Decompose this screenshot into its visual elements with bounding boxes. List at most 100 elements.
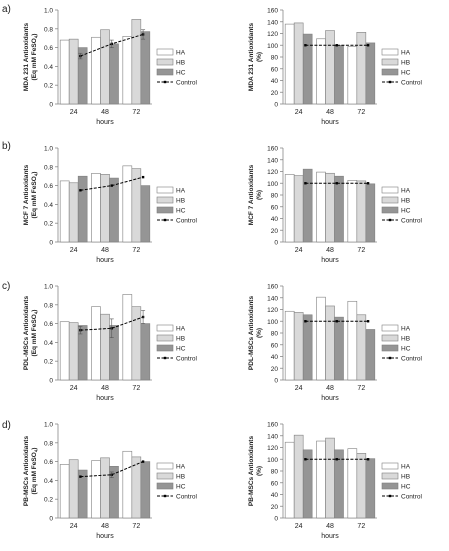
bar-ha xyxy=(91,173,101,243)
bar-hc xyxy=(140,323,151,381)
y-tick-label: 0.4 xyxy=(44,64,53,71)
y-tick-label: 1.0 xyxy=(44,146,53,153)
legend-control-marker xyxy=(388,80,392,84)
bar-hc xyxy=(140,461,151,519)
legend-label-control: Control xyxy=(401,80,423,87)
y-tick-label: 0.6 xyxy=(44,183,53,190)
x-tick-label: 48 xyxy=(101,247,109,254)
x-tick-label: 72 xyxy=(132,385,140,392)
bar-hc xyxy=(365,458,376,519)
y-tick-label: 0.6 xyxy=(44,459,53,466)
y-tick-label: 160 xyxy=(267,422,278,429)
chart-mda231-eq: 0 0.2 0.4 0.6 0.8 1.0 MDA 231 Antioxidants(Eq … xyxy=(0,0,224,137)
legend-swatch-hc xyxy=(381,344,399,352)
bar-hc xyxy=(334,44,344,105)
x-tick-label: 72 xyxy=(132,109,140,116)
y-tick-label: 160 xyxy=(267,284,278,291)
control-point xyxy=(141,175,145,179)
x-axis-title: hours xyxy=(96,395,114,402)
legend-label-control: Control xyxy=(176,80,198,87)
legend-swatch-hc xyxy=(156,68,174,76)
chart-svg: 0 0.2 0.4 0.6 0.8 1.0 MDA 231 Antioxidants(Eq … xyxy=(23,8,198,127)
control-point xyxy=(366,320,370,323)
y-tick-label: 60 xyxy=(271,66,279,73)
y-tick-label: 0 xyxy=(49,378,53,385)
y-axis-title: MDA 231 Antioxidants(%) xyxy=(248,23,263,92)
bar-hb xyxy=(100,174,110,243)
control-point xyxy=(304,44,307,47)
y-axis-title-line: MDA 231 Antioxidants xyxy=(23,23,30,92)
y-tick-label: 140 xyxy=(267,295,278,302)
bar-ha xyxy=(316,38,326,105)
bar-hc xyxy=(109,43,119,105)
y-tick-label: 100 xyxy=(267,43,278,50)
legend-label-hb: HB xyxy=(401,336,410,343)
y-tick-label: 40 xyxy=(271,354,279,361)
legend-label-control: Control xyxy=(401,356,423,363)
y-tick-label: 40 xyxy=(271,216,279,223)
legend-label-hb: HB xyxy=(176,198,185,205)
x-tick-label: 72 xyxy=(357,385,365,392)
bar-ha xyxy=(122,165,133,243)
x-tick-label: 48 xyxy=(326,385,334,392)
legend-swatch-hb xyxy=(381,58,399,66)
legend-label-hc: HC xyxy=(176,70,186,77)
bar-ha xyxy=(284,441,295,519)
y-tick-label: 20 xyxy=(271,504,279,511)
x-tick-label: 24 xyxy=(70,247,78,254)
y-tick-label: 140 xyxy=(267,19,278,26)
bar-hb xyxy=(293,312,304,381)
legend-label-hc: HC xyxy=(176,484,186,491)
control-point xyxy=(304,458,307,461)
control-point xyxy=(366,44,370,47)
y-tick-label: 120 xyxy=(267,169,278,176)
y-tick-label: 80 xyxy=(271,193,279,200)
y-axis-title: PB-MSCs Antioxidants(%) xyxy=(248,436,263,507)
x-axis-title: hours xyxy=(321,395,339,402)
bar-hc xyxy=(109,465,119,519)
control-point xyxy=(141,460,145,463)
legend-label-hb: HB xyxy=(176,474,185,481)
bar-hc xyxy=(365,42,376,105)
bar-ha xyxy=(347,300,358,381)
bar-ha xyxy=(347,46,358,105)
legend-swatch-hc xyxy=(156,482,174,490)
bar-hc xyxy=(302,168,313,243)
y-tick-label: 0.8 xyxy=(44,302,53,309)
chart-mcf7-pct: 0 20 40 60 80 100 120 140 160 MCF 7 Antioxidants(… xyxy=(225,138,449,275)
x-tick-label: 24 xyxy=(70,109,78,116)
legend-swatch-ha xyxy=(381,48,399,56)
y-axis-title: PDL-MSCs Antioxidants(Eq mM FeSO4) xyxy=(23,296,39,371)
y-tick-label: 100 xyxy=(267,319,278,326)
bar-hb xyxy=(325,305,335,381)
legend-control-marker xyxy=(163,494,167,498)
y-axis-title-line: (Eq mM FeSO4) xyxy=(31,448,39,495)
y-tick-label: 20 xyxy=(271,90,279,97)
bar-hb xyxy=(68,38,79,105)
y-tick-label: 1.0 xyxy=(44,8,53,15)
x-tick-label: 72 xyxy=(357,247,365,254)
legend-swatch-hc xyxy=(381,206,399,214)
legend-swatch-ha xyxy=(381,324,399,332)
row-label-a: a) xyxy=(2,4,11,15)
bar-hb xyxy=(356,453,367,519)
legend-swatch-ha xyxy=(156,48,174,56)
legend-swatch-hb xyxy=(381,472,399,480)
legend-swatch-hb xyxy=(156,58,174,66)
y-axis-title-line: (Eq mM FeSO4) xyxy=(31,34,39,81)
x-tick-label: 48 xyxy=(326,523,334,530)
y-tick-label: 0 xyxy=(49,240,53,247)
y-tick-label: 100 xyxy=(267,181,278,188)
bar-hc xyxy=(302,449,313,519)
y-axis-title: PB-MSCs Antioxidants(Eq mM FeSO4) xyxy=(23,436,39,507)
legend-label-hb: HB xyxy=(176,336,185,343)
y-tick-label: 0 xyxy=(274,102,278,109)
x-tick-label: 72 xyxy=(357,523,365,530)
bar-hc xyxy=(334,316,344,381)
legend-swatch-hc xyxy=(381,68,399,76)
y-axis-title-line: PDL-MSCs Antioxidants xyxy=(23,296,30,371)
y-tick-label: 140 xyxy=(267,157,278,164)
x-axis-title: hours xyxy=(96,257,114,264)
y-tick-label: 0 xyxy=(49,516,53,523)
y-axis-title-rest: ) xyxy=(31,310,38,312)
